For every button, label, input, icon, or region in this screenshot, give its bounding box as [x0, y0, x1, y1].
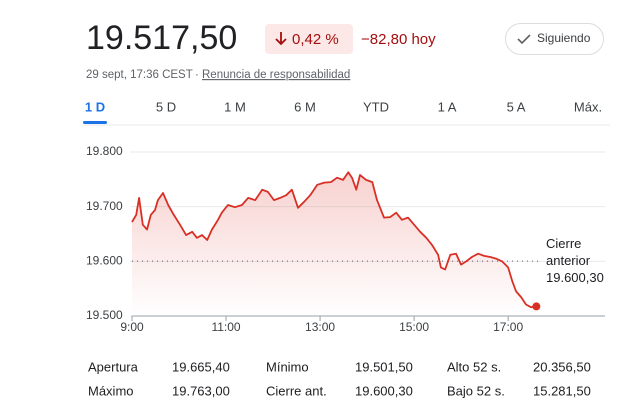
previous-close-value: 19.600,30: [546, 270, 604, 285]
stat-label: Máximo: [88, 383, 134, 398]
stat-label: Bajo 52 s.: [447, 383, 505, 398]
x-tick-label: 15:00: [399, 320, 429, 334]
disclaimer-link[interactable]: Renuncia de responsabilidad: [202, 69, 350, 81]
stat-value: 19.600,30: [355, 383, 413, 398]
range-tab[interactable]: 1 M: [224, 99, 246, 114]
stat-value: 19.665,40: [172, 359, 230, 374]
previous-close-label: Cierre anterior: [546, 236, 591, 268]
previous-close-annotation: Cierre anterior 19.600,30: [546, 235, 610, 286]
range-tab[interactable]: 1 D: [85, 99, 105, 114]
stat-value: 19.501,50: [355, 359, 413, 374]
stat-label: Apertura: [88, 359, 139, 374]
change-badge: [265, 24, 353, 54]
x-tick-label: 11:00: [211, 320, 240, 334]
range-tab[interactable]: 6 M: [294, 99, 316, 114]
area: [132, 172, 537, 316]
range-tab[interactable]: 1 A: [438, 99, 457, 114]
stat-value: 19.763,00: [172, 383, 230, 398]
down-arrow: [275, 32, 287, 46]
x-tick-label: 17:00: [493, 320, 523, 334]
range-tab[interactable]: Máx.: [574, 99, 602, 114]
follow-button[interactable]: [505, 23, 604, 55]
change-today: −82,80 hoy: [361, 31, 436, 48]
tab-indicator: [83, 121, 107, 124]
range-tab[interactable]: 5 D: [156, 99, 176, 114]
check-icon: [517, 34, 531, 45]
last-point: [532, 302, 541, 311]
stat-label: Mínimo: [266, 359, 309, 374]
y-tick-label: 19.700: [86, 199, 123, 213]
stat-value: 15.281,50: [533, 383, 591, 398]
range-tab[interactable]: 5 A: [507, 99, 526, 114]
stat-value: 20.356,50: [533, 359, 591, 374]
follow-label[interactable]: Siguiendo: [537, 31, 591, 45]
separator: ·: [195, 69, 199, 81]
price: 19.517,50: [86, 19, 237, 57]
y-tick-label: 19.500: [86, 308, 123, 322]
x-tick-label: 13:00: [305, 320, 335, 334]
y-tick-label: 19.600: [86, 254, 123, 268]
change-percent: 0,42 %: [292, 31, 339, 48]
stat-label: Cierre ant.: [266, 383, 327, 398]
x-tick-label: 9:00: [120, 320, 144, 334]
range-tab[interactable]: YTD: [363, 99, 389, 114]
price-line: [131, 171, 537, 309]
stat-label: Alto 52 s.: [447, 359, 501, 374]
y-tick-label: 19.800: [86, 144, 123, 158]
timestamp: 29 sept, 17:36 CEST: [86, 69, 193, 81]
